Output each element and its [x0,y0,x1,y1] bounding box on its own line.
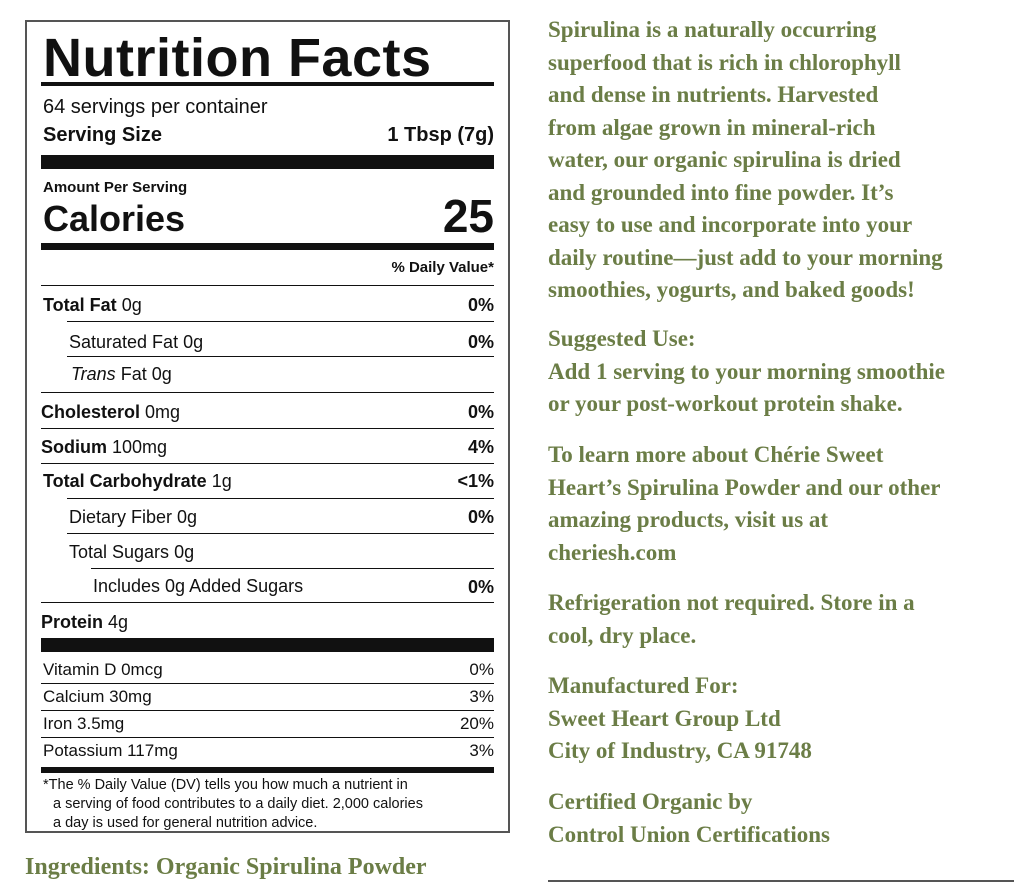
divider [41,285,494,286]
divider [41,683,494,684]
servings-per-container: 64 servings per container [43,96,268,118]
footnote-line: a day is used for general nutrition advi… [53,815,318,831]
vitamin-dv: 20% [459,714,494,733]
medium-divider [41,767,494,773]
footnote-line: *The % Daily Value (DV) tells you how mu… [43,777,408,793]
ingredients-line: Ingredients: Organic Spirulina Powder [25,854,427,880]
nutrient-row-sodium: Sodium 100mg [41,437,168,457]
vitamin-row: Calcium 30mg [43,687,152,706]
divider [41,392,494,393]
storage-note: Refrigeration not required. Store in a c… [548,590,915,648]
nutrient-row-protein: Protein 4g [41,612,129,632]
nutrient-row-total-carbohydrate: Total Carbohydrate 1g [43,471,232,491]
dv-saturated-fat: 0% [467,332,494,352]
nutrition-title: Nutrition Facts [43,28,432,88]
divider [41,710,494,711]
suggested-use: Suggested Use: Add 1 serving to your mor… [548,326,945,416]
vitamin-row: Iron 3.5mg [43,714,125,733]
calories-value: 25 [442,190,494,242]
footnote-line: a serving of food contributes to a daily… [53,796,423,812]
vitamin-row: Potassium 117mg [43,741,178,760]
learn-more: To learn more about Chérie Sweet Heart’s… [548,442,941,565]
nutrient-row-dietary-fiber: Dietary Fiber 0g [69,507,198,527]
dv-total-fat: 0% [467,295,494,315]
medium-divider [41,243,494,250]
intro-paragraph: Spirulina is a naturally occurring super… [548,17,943,302]
divider [67,356,494,357]
dv-cholesterol: 0% [467,402,494,422]
serving-size-label: Serving Size [43,124,162,146]
divider [67,321,494,322]
calories-label: Calories [43,198,186,239]
divider [41,737,494,738]
divider [41,82,494,86]
nutrient-row-trans-fat: Trans Fat 0g [71,364,172,384]
nutrient-row-saturated-fat: Saturated Fat 0g [69,332,204,352]
dv-added-sugars: 0% [467,577,494,597]
vitamin-row: Vitamin D 0mcg [43,660,163,679]
divider [91,568,494,569]
thick-divider [41,155,494,169]
divider [41,463,494,464]
dv-dietary-fiber: 0% [467,507,494,527]
divider [67,533,494,534]
bottom-rule [548,880,1014,882]
nutrient-row-cholesterol: Cholesterol 0mg [41,402,181,422]
nutrient-row-total-fat: Total Fat 0g [43,295,142,315]
divider [67,498,494,499]
nutrition-facts-label: Nutrition Facts 64 servings per containe… [25,20,510,833]
thick-divider [41,638,494,652]
dv-sodium: 4% [467,437,494,457]
divider [41,602,494,603]
vitamin-dv: 3% [469,687,494,706]
amount-per-serving: Amount Per Serving [43,179,188,196]
serving-size-value: 1 Tbsp (7g) [387,124,494,146]
divider [41,428,494,429]
nutrient-row-added-sugars: Includes 0g Added Sugars [93,576,304,596]
nutrient-row-total-sugars: Total Sugars 0g [69,542,195,562]
manufacturer-info: Manufactured For: Sweet Heart Group Ltd … [548,673,812,763]
daily-value-header: % Daily Value* [391,259,494,276]
dv-total-carbohydrate: <1% [457,471,494,491]
vitamin-dv: 3% [469,741,494,760]
vitamin-dv: 0% [469,660,494,679]
certification-info: Certified Organic by Control Union Certi… [548,789,830,847]
